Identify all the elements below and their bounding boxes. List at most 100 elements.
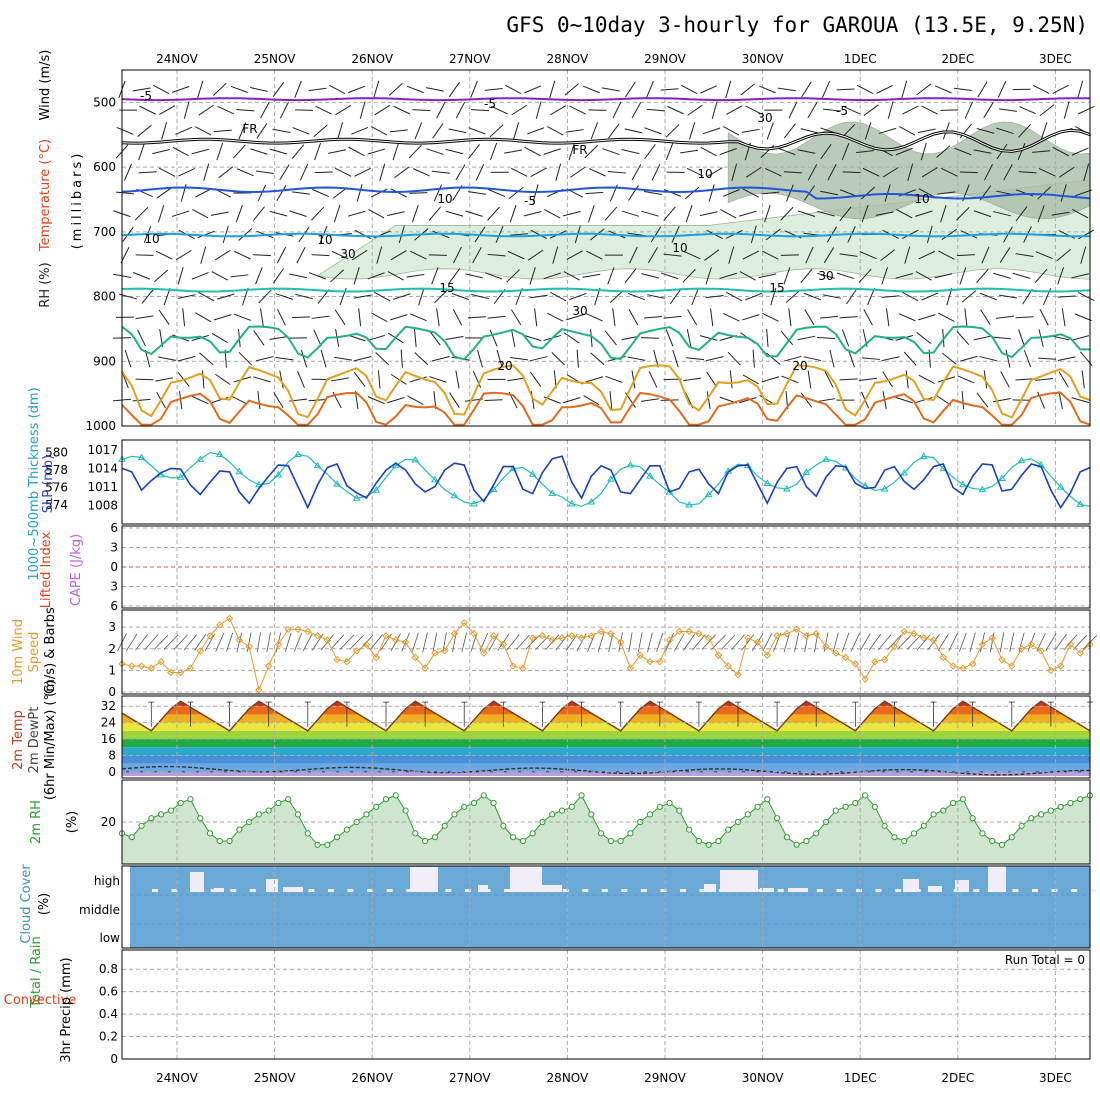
wind-barb xyxy=(348,146,365,157)
wind-barb xyxy=(507,377,526,382)
wind-barb xyxy=(903,351,917,366)
wind-barb xyxy=(182,308,186,327)
wind-barb xyxy=(628,309,639,326)
thickness-tick-label: 578 xyxy=(45,463,68,477)
wind-speed-point xyxy=(724,662,732,670)
rh-2m-panel: 20 2m RH (%) xyxy=(29,779,1094,865)
wind-speed-point xyxy=(333,655,341,664)
wind-barb xyxy=(841,632,850,652)
rh-point xyxy=(216,837,223,845)
slp-point xyxy=(215,450,224,457)
wind-barb xyxy=(448,81,460,98)
rh-point xyxy=(598,830,605,837)
rh-point xyxy=(441,822,448,829)
wind-barb xyxy=(565,129,584,133)
wind-barb xyxy=(546,312,564,322)
rh-point xyxy=(275,799,282,807)
wind-barb xyxy=(135,634,148,651)
rh-point xyxy=(519,837,526,845)
wind-speed-point xyxy=(186,664,195,672)
date-tick-label: 2DEC xyxy=(941,52,974,66)
wind-barb xyxy=(428,206,442,221)
wind-barb xyxy=(660,88,679,91)
wind-barb xyxy=(472,370,482,388)
slp-point xyxy=(998,474,1006,482)
cloud-axis-label: Cloud Cover xyxy=(19,864,34,944)
wind-barb xyxy=(979,632,985,653)
wind-barb xyxy=(563,397,581,404)
wind-barb xyxy=(801,81,812,98)
wind-barb xyxy=(172,146,189,157)
wind-barb xyxy=(135,254,154,256)
rh-point xyxy=(304,830,311,837)
wind-barb xyxy=(880,249,896,262)
wind-barb xyxy=(876,85,893,94)
wind-barb xyxy=(700,85,718,94)
pressure-tick-label: 500 xyxy=(93,95,116,109)
wind-tick-label: 3 xyxy=(108,620,116,634)
wind-barb xyxy=(123,163,133,181)
wind-barb xyxy=(941,228,957,241)
wind-barb xyxy=(800,268,813,284)
wind-barb xyxy=(582,85,600,94)
wind-barb xyxy=(641,398,659,402)
wind-speed-point xyxy=(577,634,586,642)
wind-barb xyxy=(236,108,255,112)
wind-barb xyxy=(376,246,383,264)
isotherm-line xyxy=(121,287,1091,293)
rh-point xyxy=(412,830,419,837)
wind-barb xyxy=(468,191,486,195)
wind-barb xyxy=(583,395,600,406)
rh-point xyxy=(461,803,468,810)
wind-barb xyxy=(1039,309,1049,326)
wind-barb xyxy=(238,351,253,366)
wind-barb xyxy=(899,126,916,136)
isotherm-label: 15 xyxy=(769,281,784,295)
temperature-band xyxy=(122,771,1090,776)
wind-barb xyxy=(445,148,464,155)
rh-point xyxy=(910,830,918,837)
rh-line xyxy=(121,794,1091,846)
cloud-sliver xyxy=(191,889,198,892)
wind-barb xyxy=(484,399,503,402)
cloud-sliver xyxy=(210,889,217,892)
rh-point xyxy=(813,830,820,837)
wind-barb xyxy=(608,123,620,139)
wind-barb xyxy=(704,249,720,261)
wind-barb xyxy=(1063,101,1070,119)
temperature-tick-label: 32 xyxy=(101,699,116,713)
wind-barb xyxy=(683,377,702,382)
wind-barb xyxy=(390,374,407,385)
wind-barb xyxy=(973,149,992,154)
cloud-block xyxy=(190,872,204,892)
wind-barb xyxy=(377,370,381,389)
wind-speed-point xyxy=(304,627,312,636)
date-tick-label: 27NOV xyxy=(449,1071,491,1085)
wind-barb xyxy=(969,632,976,653)
wind-speed-point xyxy=(597,627,605,636)
wind-barb xyxy=(839,378,858,381)
wind-speed-point xyxy=(470,629,478,638)
wind-barb xyxy=(367,334,385,342)
wind-barb xyxy=(409,192,428,194)
wind-barb xyxy=(797,149,816,154)
isotherm-label: -5 xyxy=(836,104,848,118)
wind-barb xyxy=(588,168,606,177)
wind-barb xyxy=(258,289,272,304)
rh-point xyxy=(1008,834,1015,841)
slp-point xyxy=(1076,500,1085,507)
wind-barb xyxy=(576,633,587,652)
wind-barb xyxy=(1078,229,1095,240)
wind-barb xyxy=(529,267,536,285)
wind-barb xyxy=(211,332,228,344)
wind-barb xyxy=(898,313,916,322)
wind-barb xyxy=(349,634,364,650)
wind-speed-point xyxy=(714,651,723,659)
rh-point xyxy=(803,837,810,845)
rh-point xyxy=(998,841,1006,848)
wind-barb xyxy=(529,356,548,362)
wind-barb xyxy=(917,128,936,134)
temperature-line xyxy=(121,700,1091,732)
wind-speed-point xyxy=(998,655,1006,664)
isotherm-label: 10 xyxy=(672,241,687,255)
